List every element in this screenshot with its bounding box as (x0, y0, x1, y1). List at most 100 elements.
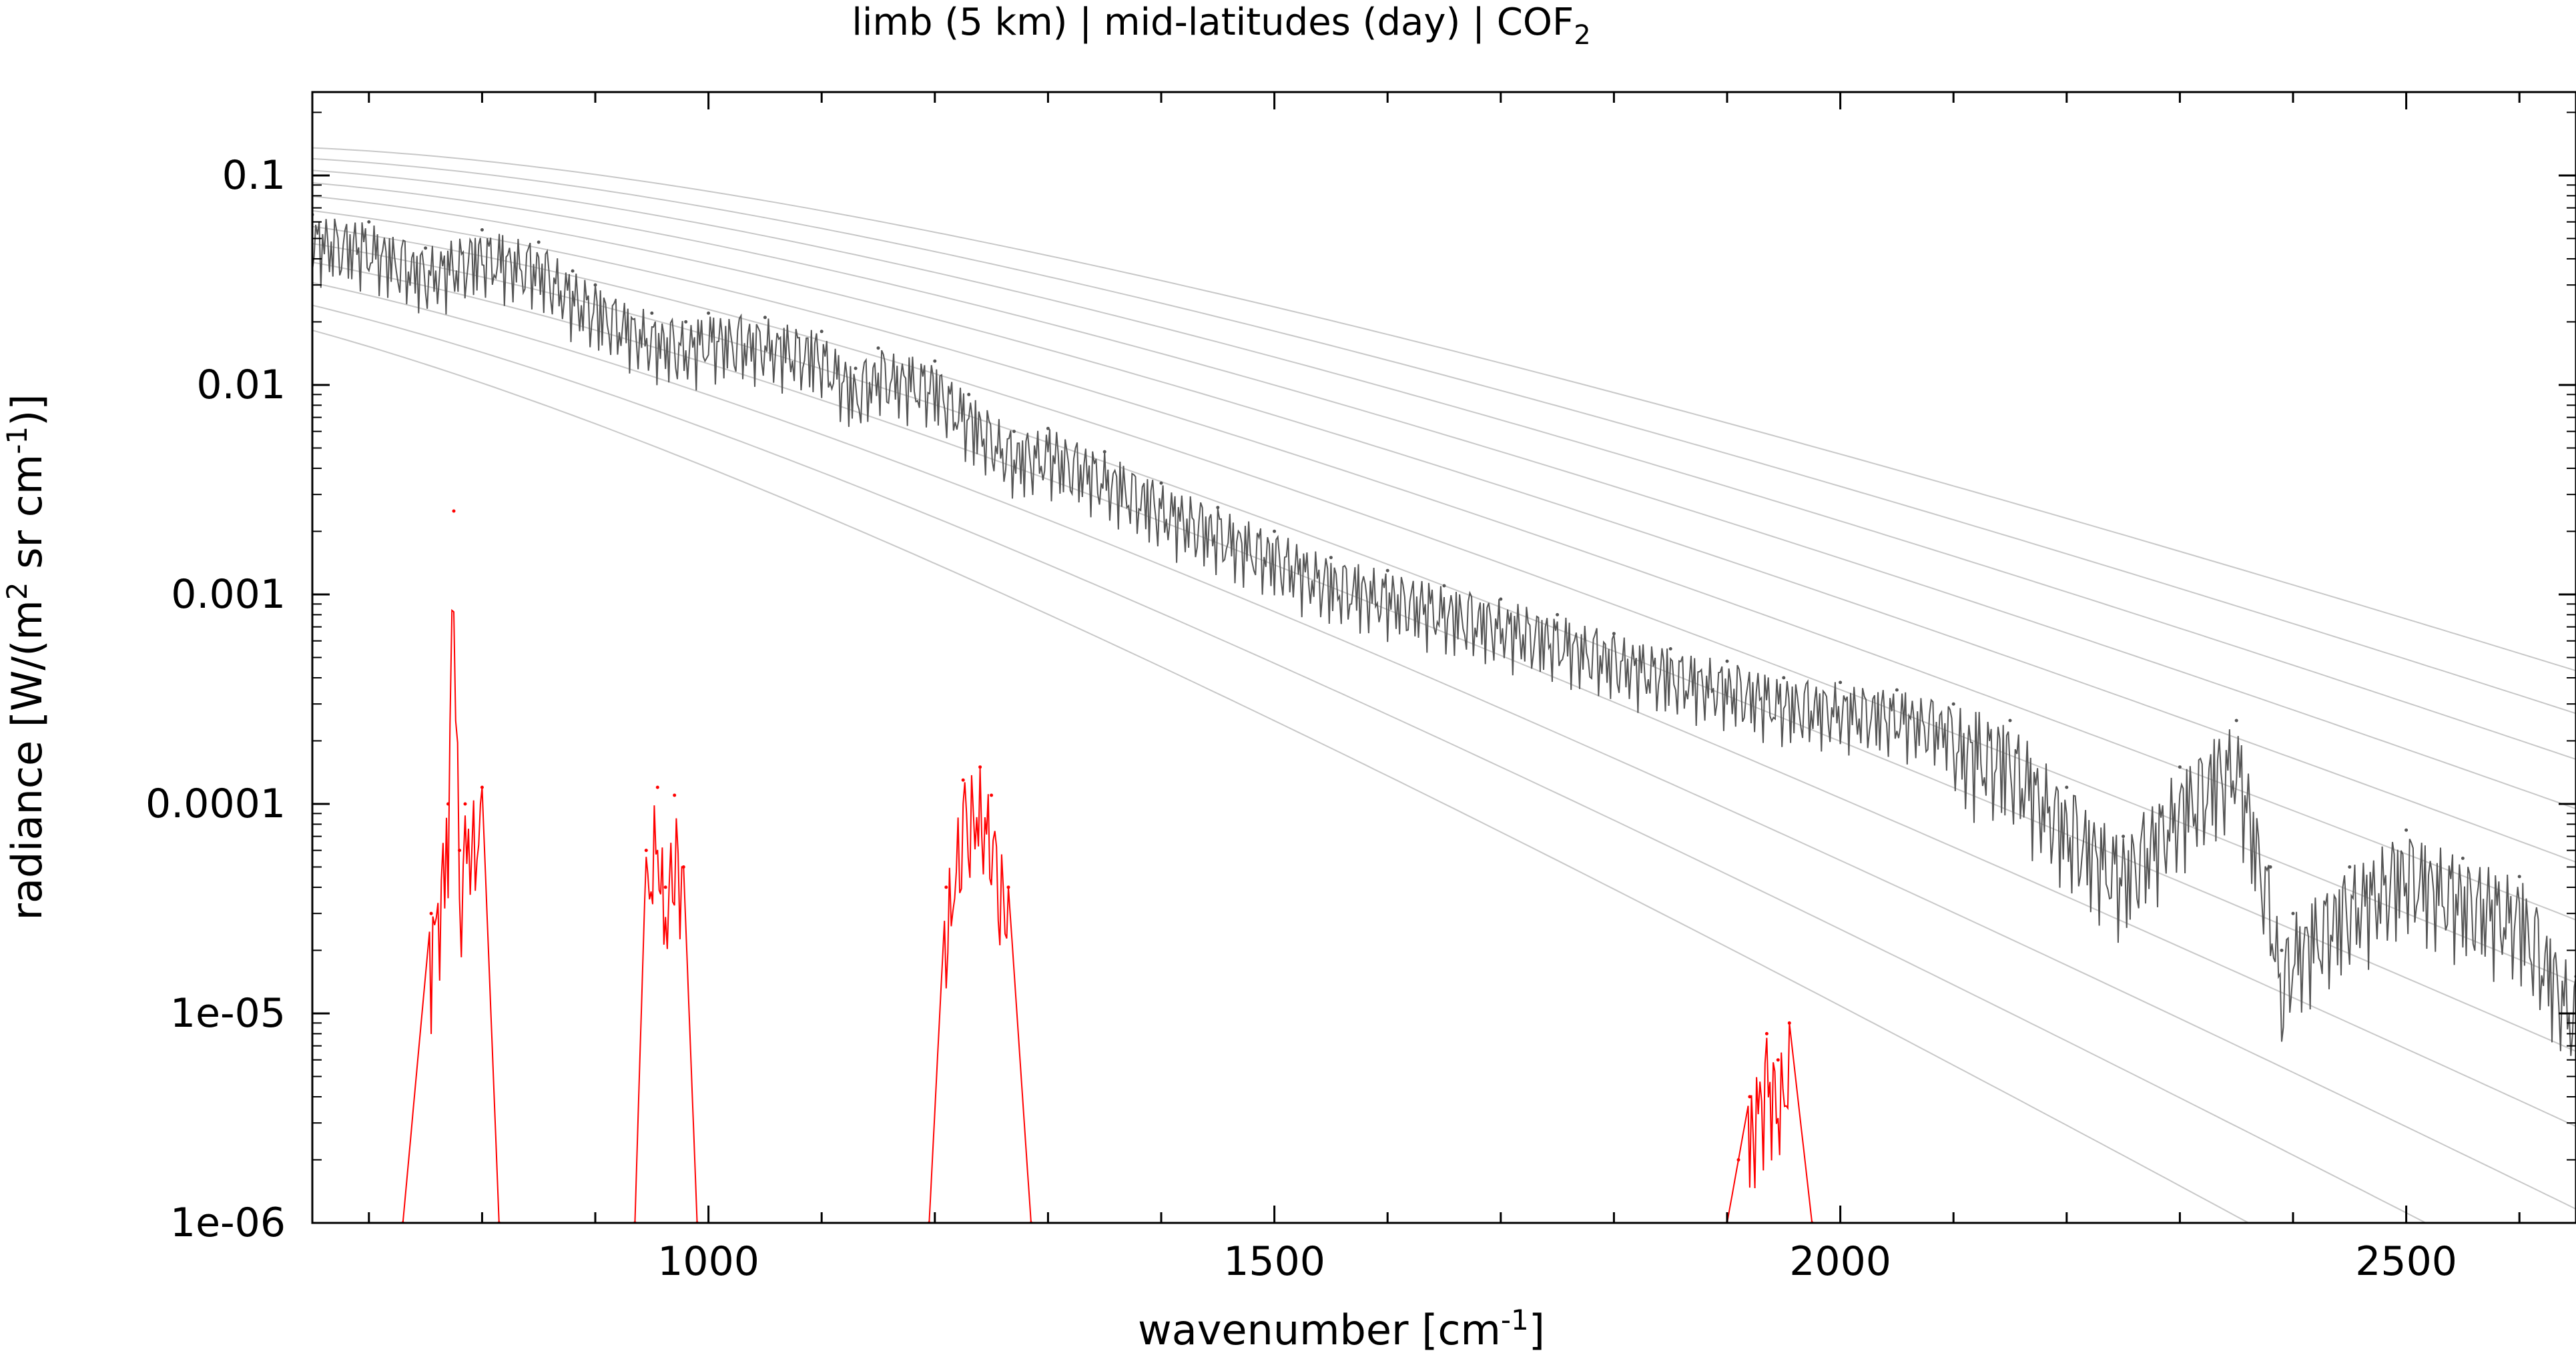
data-point-total_radiance (1612, 632, 1616, 636)
x-tick-label: 1000 (657, 1238, 759, 1285)
planck-curve-210K (312, 262, 2576, 1127)
x-axis: 1000 1500 2000 2500 (368, 92, 2521, 1285)
data-point-total_radiance (1951, 702, 1955, 706)
data-point-total_radiance (1385, 568, 1389, 572)
ylabel-end: )] (3, 394, 51, 426)
ylabel-superscript-2: -1 (1, 426, 33, 454)
data-point-cof2_contribution (446, 802, 450, 806)
planck-curve-240K (312, 209, 2576, 921)
plot-frame (311, 91, 2576, 1224)
data-point-total_radiance (593, 283, 597, 287)
data-point-total_radiance (854, 366, 858, 370)
svg-text:wavenumber [cm-1]: wavenumber [cm-1] (1138, 1304, 1545, 1354)
y-tick-label: 0.0001 (145, 781, 286, 827)
data-point-cof2_contribution (961, 778, 965, 782)
title-main: limb (5 km) | mid-latitudes (day) | COF (852, 1, 1574, 44)
y-tick-label: 1e-05 (170, 990, 286, 1037)
data-point-total_radiance (1499, 597, 1503, 601)
data-point-total_radiance (933, 359, 937, 363)
data-point-total_radiance (1895, 688, 1899, 692)
x-tick-label: 2500 (2355, 1238, 2457, 1285)
y-tick-label: 0.1 (222, 152, 286, 199)
series-cof2_contribution (401, 509, 1814, 1223)
data-point-total_radiance (2348, 865, 2352, 869)
x-axis-label: wavenumber [cm-1] (1138, 1304, 1545, 1354)
data-point-cof2_contribution (663, 885, 667, 889)
data-point-total_radiance (2517, 875, 2521, 879)
series-line-total_radiance (312, 218, 2576, 1056)
data-point-cof2_contribution (673, 793, 677, 797)
y-tick-label: 0.001 (171, 571, 286, 618)
y-tick-label: 0.01 (196, 362, 286, 408)
data-point-total_radiance (1556, 612, 1560, 616)
data-point-total_radiance (1216, 506, 1220, 510)
series-total_radiance (312, 213, 2576, 1056)
data-point-total_radiance (1046, 426, 1050, 430)
planck-curve-260K (312, 182, 2576, 810)
planck-curve-270K (312, 169, 2576, 761)
data-point-total_radiance (2008, 719, 2012, 723)
data-point-cof2_contribution (655, 785, 659, 789)
y-axis-label: radiance [W/(m2 sr cm-1)] (1, 394, 51, 921)
xlabel-end: ] (1529, 1306, 1545, 1354)
xlabel-superscript: -1 (1501, 1304, 1529, 1336)
data-point-cof2_contribution (644, 849, 648, 853)
data-point-cof2_contribution (990, 793, 994, 797)
data-point-total_radiance (480, 228, 484, 232)
data-point-total_radiance (1839, 681, 1843, 685)
data-point-total_radiance (1159, 481, 1163, 485)
data-point-cof2_contribution (944, 885, 948, 889)
data-point-cof2_contribution (463, 802, 467, 806)
series-line-cof2_contribution (402, 608, 1813, 1223)
svg-text:radiance [W/(m2 sr cm-1)]: radiance [W/(m2 sr cm-1)] (1, 394, 51, 921)
data-point-cof2_contribution (458, 849, 461, 853)
planck-curve-290K (312, 147, 2576, 672)
data-point-total_radiance (367, 220, 371, 224)
y-tick-label: 1e-06 (170, 1200, 286, 1246)
data-point-total_radiance (2404, 828, 2408, 832)
data-point-cof2_contribution (1736, 1158, 1740, 1162)
planck-curve-220K (312, 243, 2576, 1052)
data-point-cof2_contribution (1748, 1095, 1752, 1099)
data-point-total_radiance (2291, 911, 2295, 915)
ylabel-main: radiance [W/(m (3, 600, 51, 920)
data-point-total_radiance (424, 246, 428, 250)
data-point-cof2_contribution (452, 509, 456, 513)
data-point-total_radiance (967, 392, 971, 396)
data-point-total_radiance (2268, 865, 2272, 869)
planck-curve-280K (312, 157, 2576, 715)
data-point-total_radiance (2178, 765, 2182, 769)
data-point-total_radiance (1012, 430, 1016, 434)
title-subscript: 2 (1574, 20, 1590, 51)
planck-curve-190K (312, 304, 2428, 1223)
data-point-total_radiance (684, 320, 688, 324)
data-series (312, 213, 2576, 1223)
data-point-total_radiance (1273, 529, 1277, 533)
x-tick-label: 2000 (1789, 1238, 1891, 1285)
xlabel-main: wavenumber [cm (1138, 1306, 1501, 1354)
x-tick-label: 1500 (1223, 1238, 1325, 1285)
ylabel-superscript-1: 2 (1, 582, 33, 600)
data-point-cof2_contribution (1006, 885, 1010, 889)
data-point-cof2_contribution (1787, 1021, 1791, 1025)
data-point-cof2_contribution (429, 911, 433, 915)
planck-curve-250K (312, 195, 2576, 863)
data-point-total_radiance (876, 346, 880, 350)
data-point-total_radiance (537, 240, 541, 244)
data-point-total_radiance (1725, 659, 1729, 663)
data-point-total_radiance (2065, 785, 2069, 789)
data-point-total_radiance (2234, 719, 2238, 723)
data-point-cof2_contribution (480, 785, 484, 789)
data-point-total_radiance (571, 269, 575, 273)
data-point-total_radiance (707, 311, 711, 315)
data-point-cof2_contribution (978, 765, 982, 769)
planck-curve-180K (312, 330, 2250, 1223)
data-point-total_radiance (820, 330, 824, 334)
ylabel-middle: sr cm (3, 454, 51, 582)
svg-text:limb (5 km) | mid-latitudes (d: limb (5 km) | mid-latitudes (day) | COF2 (852, 1, 1590, 51)
data-point-total_radiance (763, 316, 767, 320)
data-point-cof2_contribution (1764, 1031, 1768, 1035)
planck-curve-200K (312, 282, 2576, 1210)
data-point-cof2_contribution (1776, 1058, 1780, 1062)
